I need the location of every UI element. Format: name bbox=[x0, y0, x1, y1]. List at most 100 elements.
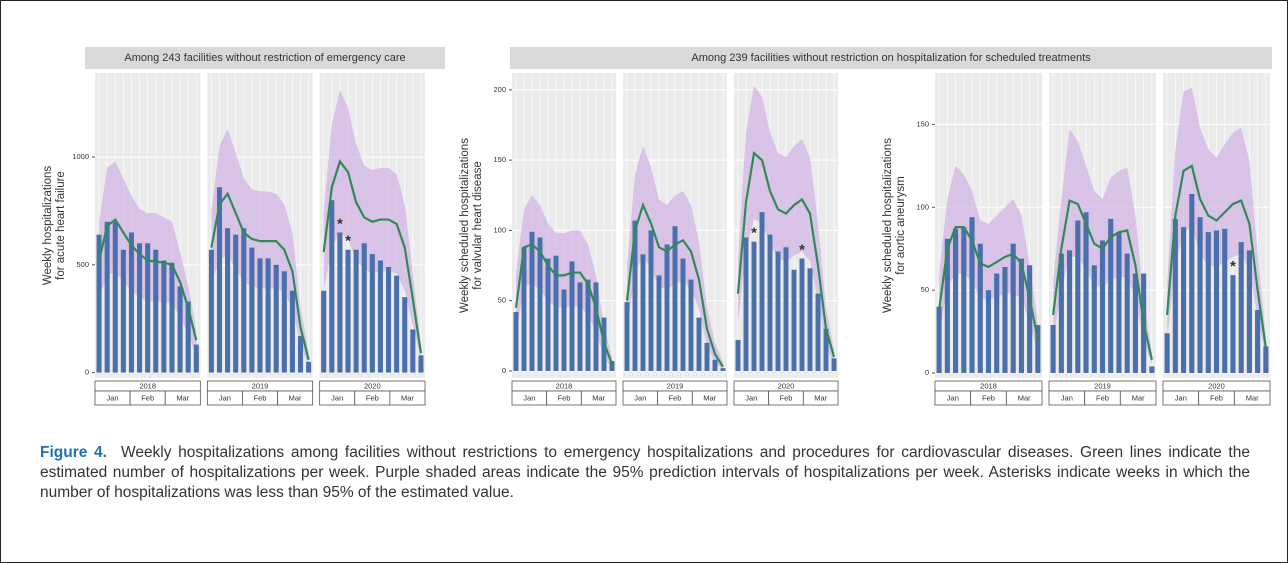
year-label: 2019 bbox=[1094, 381, 1111, 390]
x-tick-label: Feb bbox=[982, 393, 995, 402]
bar bbox=[241, 228, 247, 373]
bar bbox=[1010, 243, 1016, 374]
bar bbox=[664, 244, 670, 371]
y-axis-label: for acute heart failure bbox=[55, 171, 67, 280]
bar bbox=[289, 290, 295, 373]
year-label: 2019 bbox=[252, 381, 269, 390]
bar bbox=[153, 249, 159, 373]
bar bbox=[593, 282, 599, 371]
bar bbox=[137, 243, 143, 373]
bar bbox=[193, 344, 199, 373]
bar bbox=[233, 234, 239, 373]
figure: Among 243 facilities without restriction… bbox=[42, 47, 1272, 406]
month-cell bbox=[580, 390, 617, 406]
bar bbox=[656, 275, 662, 371]
bar bbox=[208, 249, 214, 373]
bar bbox=[249, 247, 255, 373]
bar bbox=[624, 302, 630, 371]
bar bbox=[936, 306, 942, 374]
y-tick-label: 500 bbox=[76, 260, 89, 269]
estimate-line bbox=[1052, 199, 1153, 361]
year-label: 2018 bbox=[139, 381, 156, 390]
bar bbox=[672, 226, 678, 371]
estimate-line bbox=[736, 150, 836, 358]
bar bbox=[704, 342, 710, 371]
bar bbox=[161, 260, 167, 373]
asterisk: * bbox=[345, 233, 351, 250]
y-axis-label: for aortic aneurysm bbox=[895, 176, 907, 274]
bar bbox=[585, 279, 591, 371]
bar bbox=[128, 232, 134, 373]
x-tick-label: Jan bbox=[523, 393, 535, 402]
estimate-line bbox=[97, 217, 198, 341]
bar bbox=[1230, 275, 1236, 374]
x-tick-label: Feb bbox=[558, 393, 571, 402]
bar bbox=[1205, 232, 1211, 374]
x-tick-label: Feb bbox=[780, 393, 793, 402]
caption-label: Figure 4. bbox=[40, 444, 107, 461]
month-cell bbox=[691, 390, 728, 406]
bar bbox=[273, 264, 279, 373]
x-tick-label: Feb bbox=[669, 393, 682, 402]
y-tick-label: 100 bbox=[493, 225, 506, 234]
bar bbox=[321, 290, 327, 373]
bar bbox=[720, 368, 726, 371]
bar bbox=[225, 228, 231, 373]
month-cell bbox=[1119, 390, 1157, 406]
bar bbox=[410, 329, 416, 373]
bar bbox=[337, 232, 343, 373]
bar bbox=[418, 355, 424, 373]
bar bbox=[1189, 194, 1195, 374]
bar bbox=[281, 271, 287, 373]
bar bbox=[735, 340, 741, 371]
prediction-band bbox=[1167, 87, 1266, 357]
year-label: 2020 bbox=[364, 381, 381, 390]
x-tick-label: Jan bbox=[745, 393, 757, 402]
bar bbox=[112, 221, 118, 373]
prediction-band bbox=[738, 85, 834, 364]
bar bbox=[1263, 346, 1269, 374]
bar bbox=[831, 358, 837, 371]
bar bbox=[386, 266, 392, 373]
bar bbox=[1108, 218, 1114, 374]
bar bbox=[609, 361, 615, 371]
bar bbox=[1149, 366, 1155, 374]
asterisk: * bbox=[1230, 258, 1236, 275]
estimate-line bbox=[322, 159, 423, 354]
bar bbox=[1116, 232, 1122, 374]
bar bbox=[369, 254, 375, 373]
bar bbox=[402, 297, 408, 373]
bar bbox=[329, 200, 335, 373]
bar bbox=[969, 217, 975, 374]
y-tick-label: 150 bbox=[493, 155, 506, 164]
y-tick-label: 0 bbox=[85, 368, 89, 377]
year-label: 2020 bbox=[1208, 381, 1225, 390]
bar bbox=[1197, 217, 1203, 374]
bar bbox=[1075, 220, 1081, 374]
facet-title: Among 239 facilities without restriction… bbox=[691, 52, 1091, 64]
bar bbox=[696, 317, 702, 371]
year-label: 2018 bbox=[980, 381, 997, 390]
caption: Figure 4. Weekly hospitalizations among f… bbox=[40, 443, 1250, 503]
bar bbox=[1099, 240, 1106, 374]
estimate-line bbox=[938, 226, 1039, 341]
bar bbox=[1132, 273, 1138, 374]
y-tick-label: 150 bbox=[916, 119, 929, 128]
x-tick-label: Feb bbox=[366, 393, 379, 402]
bar bbox=[799, 258, 805, 371]
bar bbox=[577, 282, 583, 371]
y-tick-label: 50 bbox=[921, 285, 929, 294]
y-tick-label: 100 bbox=[916, 202, 929, 211]
x-tick-label: Jan bbox=[634, 393, 646, 402]
x-tick-label: Jan bbox=[331, 393, 343, 402]
month-cell bbox=[1233, 390, 1271, 406]
y-axis-label: Weekly hospitalizations bbox=[42, 166, 54, 286]
bar bbox=[994, 273, 1000, 374]
year-label: 2018 bbox=[556, 381, 573, 390]
x-tick-label: Mar bbox=[289, 393, 302, 402]
y-axis-label: for valvular heart disease bbox=[472, 161, 484, 289]
bar bbox=[377, 260, 383, 373]
x-tick-label: Jan bbox=[947, 393, 959, 402]
bar bbox=[767, 234, 773, 371]
strip-header bbox=[510, 47, 1272, 69]
